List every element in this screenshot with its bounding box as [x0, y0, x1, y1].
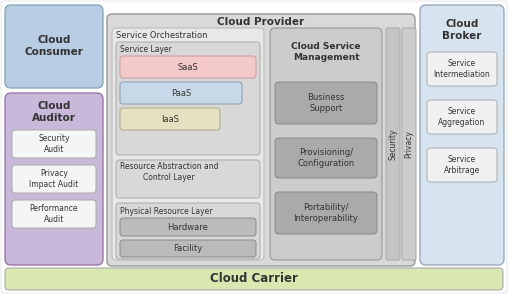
Text: Service
Aggregation: Service Aggregation: [438, 107, 486, 127]
Text: Business
Support: Business Support: [307, 93, 345, 113]
Text: Service
Arbitrage: Service Arbitrage: [444, 155, 480, 175]
FancyBboxPatch shape: [275, 138, 377, 178]
Text: Cloud Service
Management: Cloud Service Management: [291, 42, 361, 62]
FancyBboxPatch shape: [120, 56, 256, 78]
Text: PaaS: PaaS: [171, 88, 191, 98]
Text: Portability/
Interoperability: Portability/ Interoperability: [294, 203, 359, 223]
FancyBboxPatch shape: [275, 82, 377, 124]
FancyBboxPatch shape: [420, 5, 504, 265]
Text: Cloud Provider: Cloud Provider: [217, 17, 305, 27]
FancyBboxPatch shape: [427, 148, 497, 182]
FancyBboxPatch shape: [120, 218, 256, 236]
Text: Service Layer: Service Layer: [120, 46, 172, 54]
Text: Service Orchestration: Service Orchestration: [116, 31, 207, 41]
Text: Cloud Carrier: Cloud Carrier: [210, 273, 298, 285]
Text: Resource Abstraction and
Control Layer: Resource Abstraction and Control Layer: [120, 162, 218, 182]
Text: Service
Intermediation: Service Intermediation: [434, 59, 490, 79]
FancyBboxPatch shape: [427, 100, 497, 134]
FancyBboxPatch shape: [120, 240, 256, 257]
FancyBboxPatch shape: [12, 165, 96, 193]
FancyBboxPatch shape: [107, 14, 415, 266]
FancyBboxPatch shape: [275, 192, 377, 234]
Text: Hardware: Hardware: [168, 223, 208, 231]
Text: Security
Audit: Security Audit: [38, 134, 70, 154]
Text: Performance
Audit: Performance Audit: [30, 204, 78, 224]
Text: SaaS: SaaS: [178, 63, 199, 71]
Text: Cloud
Broker: Cloud Broker: [442, 19, 482, 41]
Text: Security: Security: [389, 128, 397, 160]
Text: Cloud
Consumer: Cloud Consumer: [24, 35, 83, 57]
FancyBboxPatch shape: [427, 52, 497, 86]
Text: Privacy
Impact Audit: Privacy Impact Audit: [29, 169, 79, 189]
FancyBboxPatch shape: [386, 28, 400, 260]
Text: Physical Resource Layer: Physical Resource Layer: [120, 206, 212, 216]
FancyBboxPatch shape: [116, 42, 260, 155]
FancyBboxPatch shape: [5, 268, 503, 290]
FancyBboxPatch shape: [12, 200, 96, 228]
FancyBboxPatch shape: [112, 28, 264, 260]
Text: Cloud
Auditor: Cloud Auditor: [32, 101, 76, 123]
FancyBboxPatch shape: [116, 160, 260, 198]
FancyBboxPatch shape: [5, 5, 103, 88]
Text: Provisioning/
Configuration: Provisioning/ Configuration: [297, 148, 355, 168]
FancyBboxPatch shape: [120, 82, 242, 104]
FancyBboxPatch shape: [402, 28, 416, 260]
FancyBboxPatch shape: [12, 130, 96, 158]
FancyBboxPatch shape: [120, 108, 220, 130]
FancyBboxPatch shape: [5, 93, 103, 265]
FancyBboxPatch shape: [116, 203, 260, 259]
Text: Privacy: Privacy: [404, 130, 414, 158]
Text: IaaS: IaaS: [161, 114, 179, 123]
FancyBboxPatch shape: [270, 28, 382, 260]
Text: Facility: Facility: [173, 244, 203, 253]
